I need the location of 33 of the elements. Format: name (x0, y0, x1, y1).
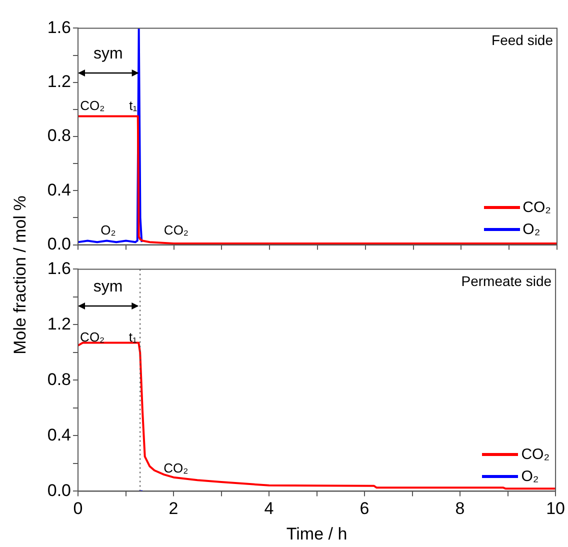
annotation: CO₂ (80, 330, 105, 345)
y-tick-label: 0.0 (47, 234, 71, 254)
annotation: CO₂ (164, 460, 188, 476)
y-tick-label: 0.8 (47, 126, 71, 146)
legend-label: O₂ (521, 468, 539, 485)
annotation: CO₂ (80, 98, 105, 113)
x-axis-title: Time / h (286, 524, 348, 544)
annotation: O₂ (100, 222, 116, 238)
y-tick-label: 0.4 (47, 425, 71, 444)
x-tick-label: 8 (455, 499, 465, 518)
x-tick-label: 10 (546, 499, 566, 518)
annotation: sym (93, 278, 123, 296)
legend-label: CO₂ (522, 199, 551, 216)
y-tick-label: 0.8 (47, 370, 71, 389)
y-tick-label: 1.2 (47, 72, 71, 92)
x-tick-label: 2 (168, 499, 178, 518)
y-tick-label: 1.2 (47, 314, 71, 334)
legend-label: CO₂ (521, 446, 550, 463)
y-axis-title: Mole fraction / mol % (10, 196, 30, 354)
annotation: CO₂ (164, 222, 188, 238)
x-tick-label: 0 (73, 499, 83, 518)
y-tick-label: 1.6 (47, 18, 71, 37)
chart-title: Permeate side (461, 273, 552, 290)
y-tick-label: 0.4 (47, 180, 71, 200)
y-tick-label: 0.0 (47, 480, 71, 500)
x-tick-label: 4 (264, 499, 274, 518)
legend-label: O₂ (522, 221, 540, 238)
y-tick-label: 1.6 (47, 258, 71, 278)
x-tick-label: 6 (360, 499, 370, 518)
annotation: sym (94, 46, 123, 63)
annotation: t₁ (129, 98, 138, 113)
annotation: t₁ (128, 330, 138, 345)
chart-title: Feed side (492, 32, 554, 48)
